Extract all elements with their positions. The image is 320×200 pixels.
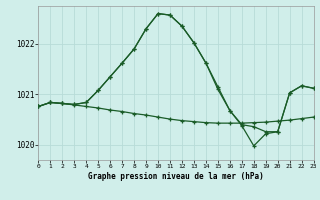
X-axis label: Graphe pression niveau de la mer (hPa): Graphe pression niveau de la mer (hPa) [88, 172, 264, 181]
